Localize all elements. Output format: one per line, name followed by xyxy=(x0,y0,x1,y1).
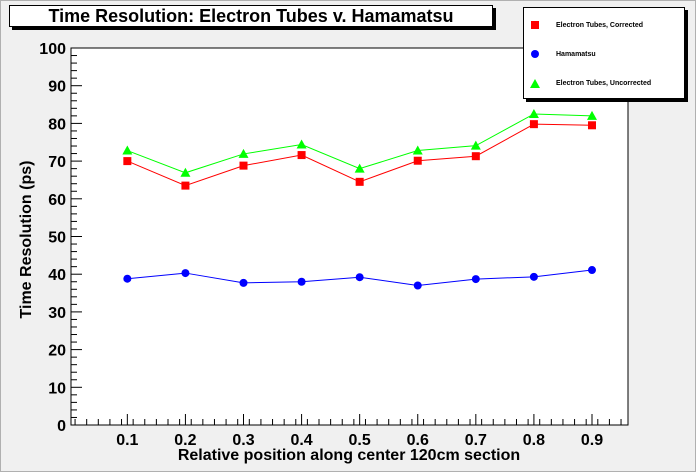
y-axis-title: Time Resolution (ps) xyxy=(18,161,35,319)
data-point xyxy=(297,277,306,286)
y-tick-label: 60 xyxy=(48,192,66,209)
x-tick-label: 0.5 xyxy=(349,432,371,449)
data-point xyxy=(470,140,481,150)
y-tick-label: 50 xyxy=(48,230,66,247)
data-point xyxy=(180,167,191,177)
plot-frame xyxy=(70,47,629,426)
legend-entry-uncorrected: Electron Tubes, Uncorrected xyxy=(524,76,684,90)
y-tick-label: 90 xyxy=(48,79,66,96)
x-tick-label: 0.2 xyxy=(174,432,196,449)
data-point xyxy=(587,121,596,130)
data-point xyxy=(471,152,480,161)
x-tick-label: 0.9 xyxy=(581,432,603,449)
legend-label-corrected: Electron Tubes, Corrected xyxy=(556,21,644,29)
data-point xyxy=(239,161,248,170)
y-tick-label: 100 xyxy=(39,41,66,58)
legend-entry-hamamatsu: Hamamatsu xyxy=(524,47,684,61)
square-marker-icon xyxy=(531,21,539,29)
data-point xyxy=(123,274,132,283)
data-point xyxy=(471,275,480,284)
data-point xyxy=(181,181,190,190)
chart-title: Time Resolution: Electron Tubes v. Hamam… xyxy=(9,5,493,27)
data-point xyxy=(413,281,422,290)
circle-marker-icon xyxy=(531,50,539,58)
data-point xyxy=(297,151,306,160)
y-tick-label: 40 xyxy=(48,267,66,284)
y-tick-label: 10 xyxy=(48,380,66,397)
legend-entry-corrected: Electron Tubes, Corrected xyxy=(524,18,684,32)
y-tick-label: 20 xyxy=(48,343,66,360)
x-tick-label: 0.4 xyxy=(290,432,312,449)
data-point xyxy=(529,120,538,129)
data-point xyxy=(238,148,249,158)
legend-label-uncorrected: Electron Tubes, Uncorrected xyxy=(556,79,652,87)
x-tick-label: 0.6 xyxy=(407,432,429,449)
y-tick-label: 0 xyxy=(57,418,66,435)
triangle-marker-icon xyxy=(530,78,540,88)
data-point xyxy=(587,266,596,275)
data-point xyxy=(355,177,364,186)
data-point xyxy=(528,108,539,118)
data-point xyxy=(354,163,365,173)
data-point xyxy=(122,145,133,155)
x-tick-label: 0.8 xyxy=(523,432,545,449)
legend-label-hamamatsu: Hamamatsu xyxy=(556,50,596,58)
data-point xyxy=(123,157,132,166)
data-point xyxy=(355,273,364,282)
y-tick-label: 30 xyxy=(48,305,66,322)
data-point xyxy=(529,272,538,281)
legend: Electron Tubes, Corrected Hamamatsu Elec… xyxy=(523,7,685,99)
data-point xyxy=(412,145,423,155)
data-point xyxy=(296,139,307,149)
data-point xyxy=(181,269,190,278)
y-tick-label: 80 xyxy=(48,116,66,133)
data-point xyxy=(239,278,248,287)
x-axis-title: Relative position along center 120cm sec… xyxy=(178,447,520,464)
y-tick-label: 70 xyxy=(48,154,66,171)
x-tick-label: 0.3 xyxy=(232,432,254,449)
data-point xyxy=(586,110,597,120)
data-point xyxy=(413,156,422,165)
x-tick-label: 0.7 xyxy=(465,432,487,449)
x-tick-label: 0.1 xyxy=(116,432,138,449)
